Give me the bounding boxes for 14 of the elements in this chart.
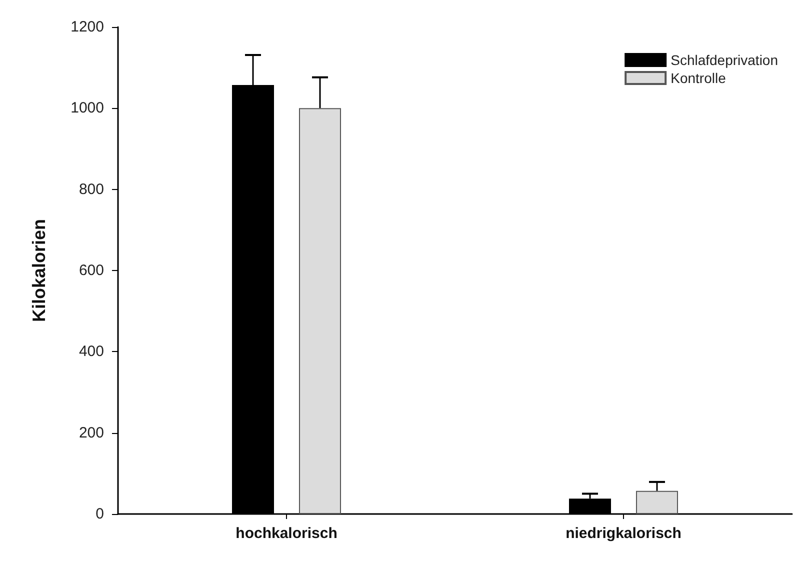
bar — [636, 490, 678, 514]
x-tick-label: niedrigkalorisch — [566, 525, 682, 542]
x-tick-label: hochkalorisch — [236, 525, 338, 542]
legend-label: Schlafdeprivation — [670, 52, 778, 68]
y-tick-label: 800 — [78, 180, 104, 198]
y-tick-label: 0 — [96, 506, 104, 522]
y-tick-label: 600 — [78, 262, 104, 279]
y-tick-label: 1000 — [70, 100, 104, 117]
legend-label: Kontrolle — [670, 70, 726, 86]
y-tick-label: 1200 — [70, 18, 104, 36]
y-tick-label: 200 — [78, 424, 104, 442]
bar — [299, 108, 341, 514]
y-axis-title: Kilokalorien — [29, 218, 49, 322]
y-tick-label: 400 — [78, 343, 104, 360]
